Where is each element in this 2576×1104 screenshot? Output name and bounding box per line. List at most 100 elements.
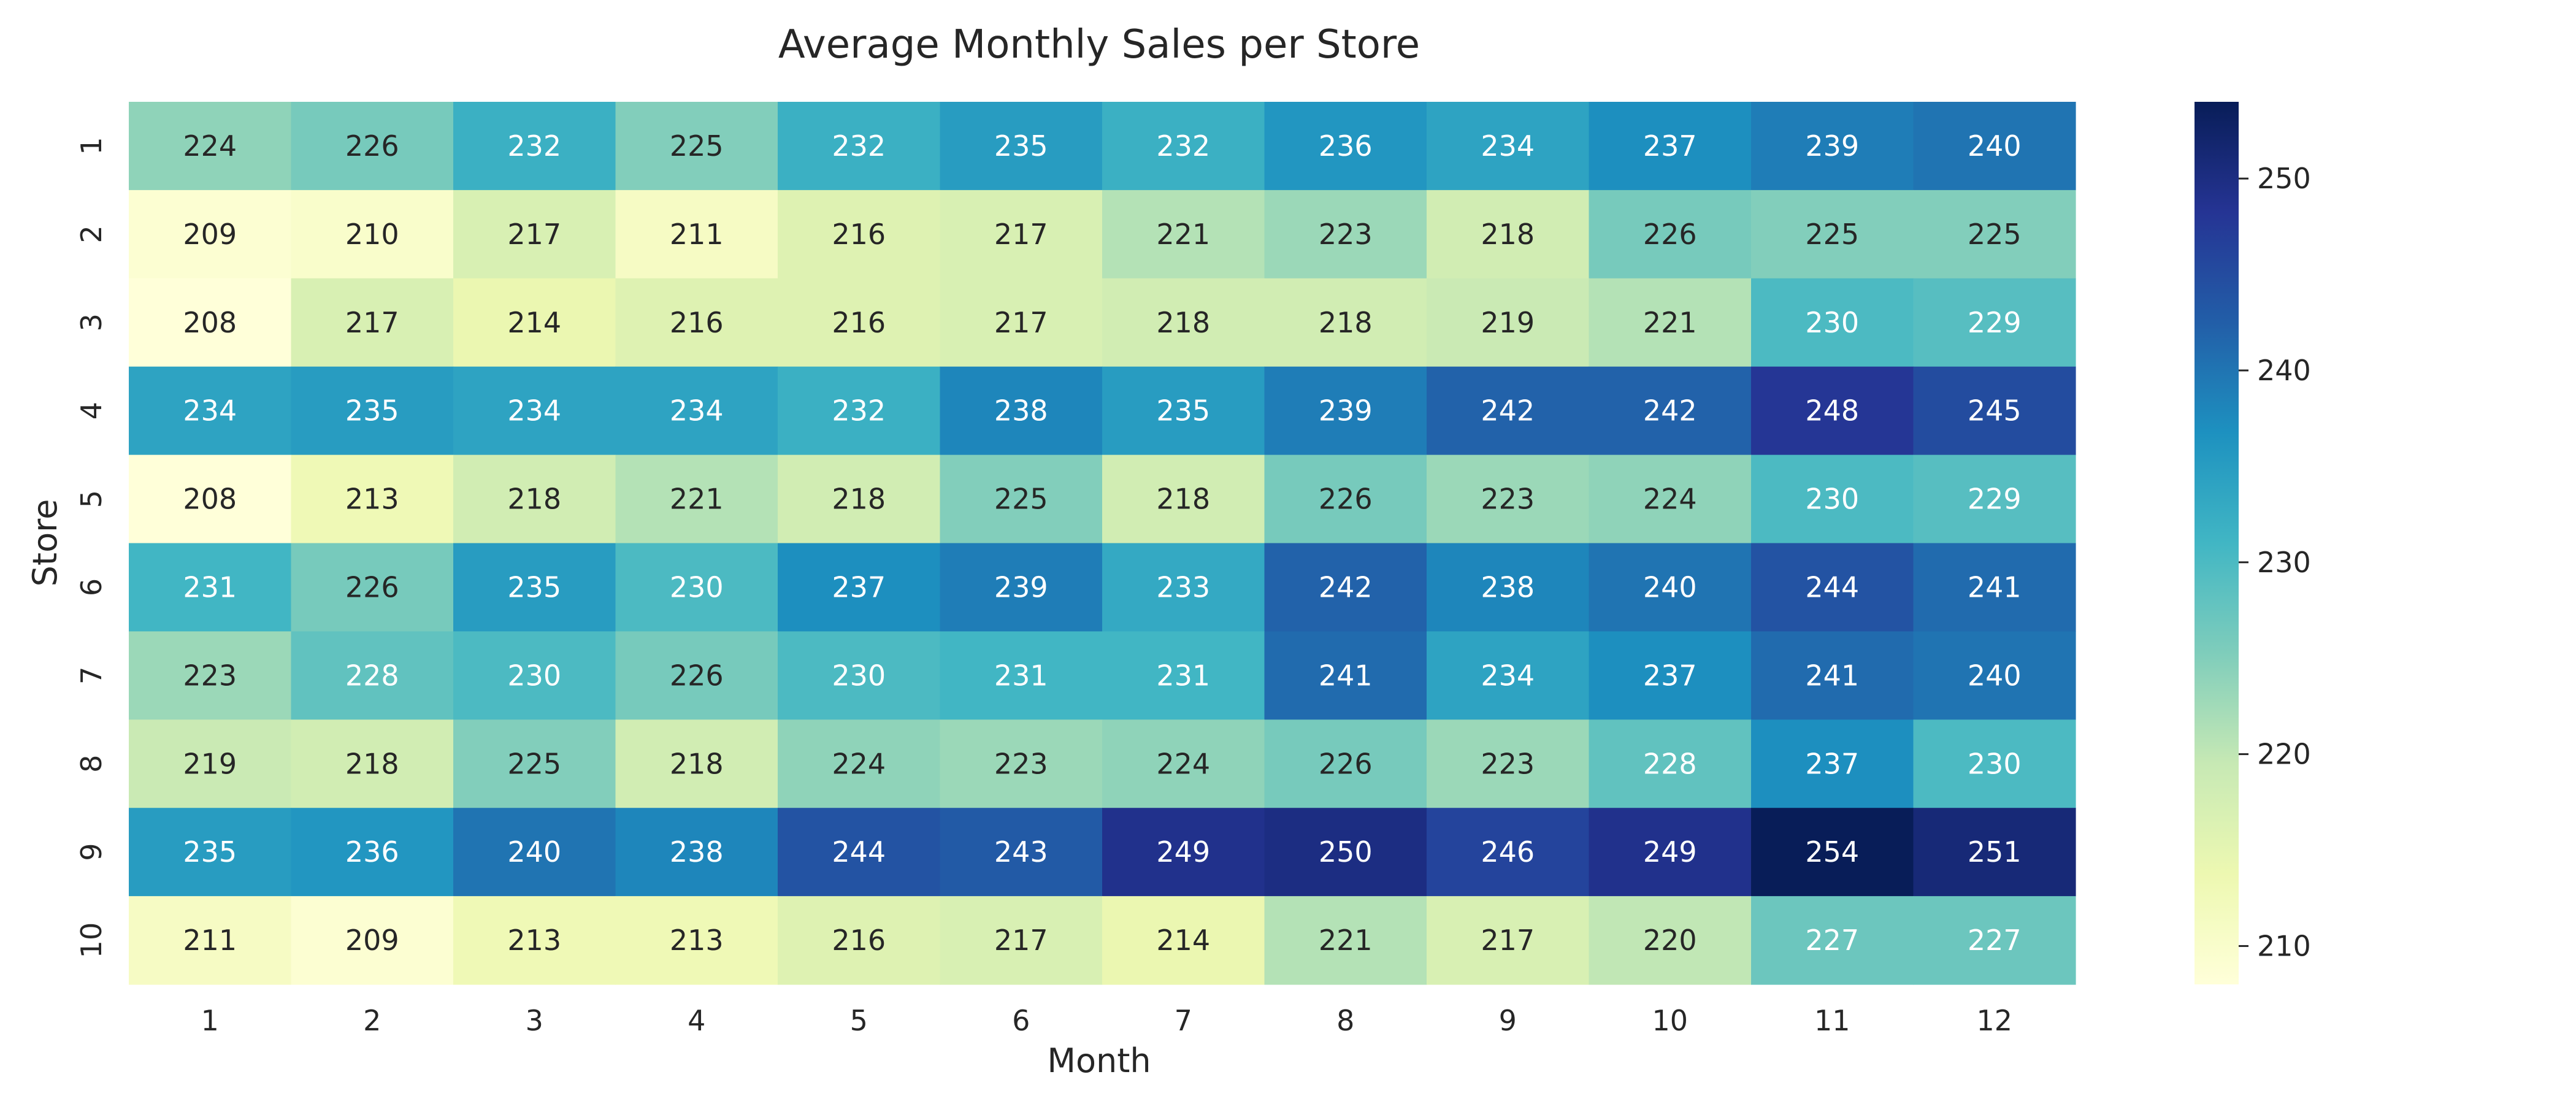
cell-value-label: 226 [1643,218,1697,251]
heatmap-cell [1589,543,1752,632]
heatmap-cell [1751,631,1914,720]
heatmap-cell [940,543,1103,632]
cell-value-label: 217 [994,306,1048,339]
cell-value-label: 216 [832,218,886,251]
heatmap-cell [1102,631,1265,720]
cell-value-label: 235 [345,394,399,427]
heatmap-cell [291,896,454,985]
heatmap-cell [291,454,454,544]
colorbar-ticks: 210 220 230 240 250 [2239,162,2311,962]
cell-value-label: 225 [1805,218,1859,251]
cell-value-label: 231 [994,659,1048,692]
heatmap-cell [1102,543,1265,632]
heatmap-cell [940,719,1103,808]
x-tick-label: 6 [1012,1004,1030,1037]
x-tick-label: 2 [363,1004,381,1037]
cell-value-label: 237 [832,570,886,604]
heatmap-cell [129,719,292,808]
cell-value-label: 229 [1968,483,2022,516]
heatmap-cell [778,896,941,985]
x-axis-ticks: 1 2 3 4 5 6 7 8 9 10 11 12 [201,1004,2012,1037]
cell-value-label: 250 [1319,835,1373,868]
cell-value-label: 249 [1156,835,1210,868]
cell-value-label: 217 [994,924,1048,957]
cell-value-label: 225 [994,483,1048,516]
heatmap-cell [1913,278,2076,367]
cell-value-label: 236 [1319,129,1373,163]
cell-value-label: 218 [670,747,724,780]
cell-value-label: 238 [670,835,724,868]
heatmap-cell [1427,190,1590,279]
heatmap-cell [1264,808,1427,897]
heatmap-cell [1913,808,2076,897]
cell-value-label: 226 [1319,747,1373,780]
cell-value-label: 219 [1481,306,1535,339]
heatmap-cell [940,102,1103,191]
cell-value-label: 244 [832,835,886,868]
cell-value-label: 209 [345,924,399,957]
cell-value-label: 227 [1968,924,2022,957]
heatmap-cell [291,366,454,456]
cell-value-label: 235 [1156,394,1210,427]
heatmap-cell [129,631,292,720]
heatmap-cell [129,808,292,897]
heatmap-cell [129,896,292,985]
cell-value-label: 209 [183,218,237,251]
heatmap-cell [1427,631,1590,720]
heatmap-cell [615,631,778,720]
heatmap-cell [778,190,941,279]
cell-value-label: 217 [345,306,399,339]
heatmap-cell [778,719,941,808]
heatmap-cell [453,543,616,632]
cell-value-label: 234 [1481,659,1535,692]
cell-value-label: 228 [1643,747,1697,780]
cell-value-label: 230 [507,659,561,692]
cell-value-label: 244 [1805,570,1859,604]
cell-value-label: 230 [670,570,724,604]
heatmap-cell [940,631,1103,720]
colorbar [2195,102,2239,984]
cell-value-label: 233 [1156,570,1210,604]
cell-value-label: 221 [1643,306,1697,339]
heatmap-cell [1913,543,2076,632]
heatmap-cell [453,278,616,367]
heatmap-cell [1751,896,1914,985]
heatmap-cell [1264,719,1427,808]
cell-value-label: 218 [832,483,886,516]
heatmap-cell [129,366,292,456]
cell-value-label: 221 [670,483,724,516]
x-axis-label: Month [1047,1041,1151,1080]
heatmap-cell [778,543,941,632]
cell-value-label: 225 [507,747,561,780]
y-tick-label: 10 [75,922,108,959]
cell-value-label: 248 [1805,394,1859,427]
cell-value-label: 216 [670,306,724,339]
cell-value-label: 214 [1156,924,1210,957]
cell-value-label: 208 [183,306,237,339]
cell-value-label: 218 [507,483,561,516]
y-tick-label: 4 [75,402,108,420]
heatmap-cell [778,102,941,191]
heatmap-cell [1264,543,1427,632]
y-tick-label: 7 [75,667,108,684]
heatmap-cell [453,454,616,544]
cell-value-label: 226 [1319,483,1373,516]
heatmap-cell [1427,808,1590,897]
heatmap-cell [291,719,454,808]
heatmap-cell [778,454,941,544]
cell-value-label: 217 [994,218,1048,251]
heatmap-cell [291,190,454,279]
heatmap-cell [1589,102,1752,191]
heatmap-cell [615,896,778,985]
heatmap-cell [940,896,1103,985]
heatmap-cell [1102,719,1265,808]
heatmap-cell [615,278,778,367]
cell-value-label: 234 [670,394,724,427]
heatmap-cell [291,543,454,632]
heatmap-cells [129,102,2076,985]
x-tick-label: 10 [1652,1004,1688,1037]
heatmap-cell [1102,278,1265,367]
y-tick-label: 1 [75,137,108,155]
heatmap-cell [1913,366,2076,456]
cell-value-label: 234 [183,394,237,427]
